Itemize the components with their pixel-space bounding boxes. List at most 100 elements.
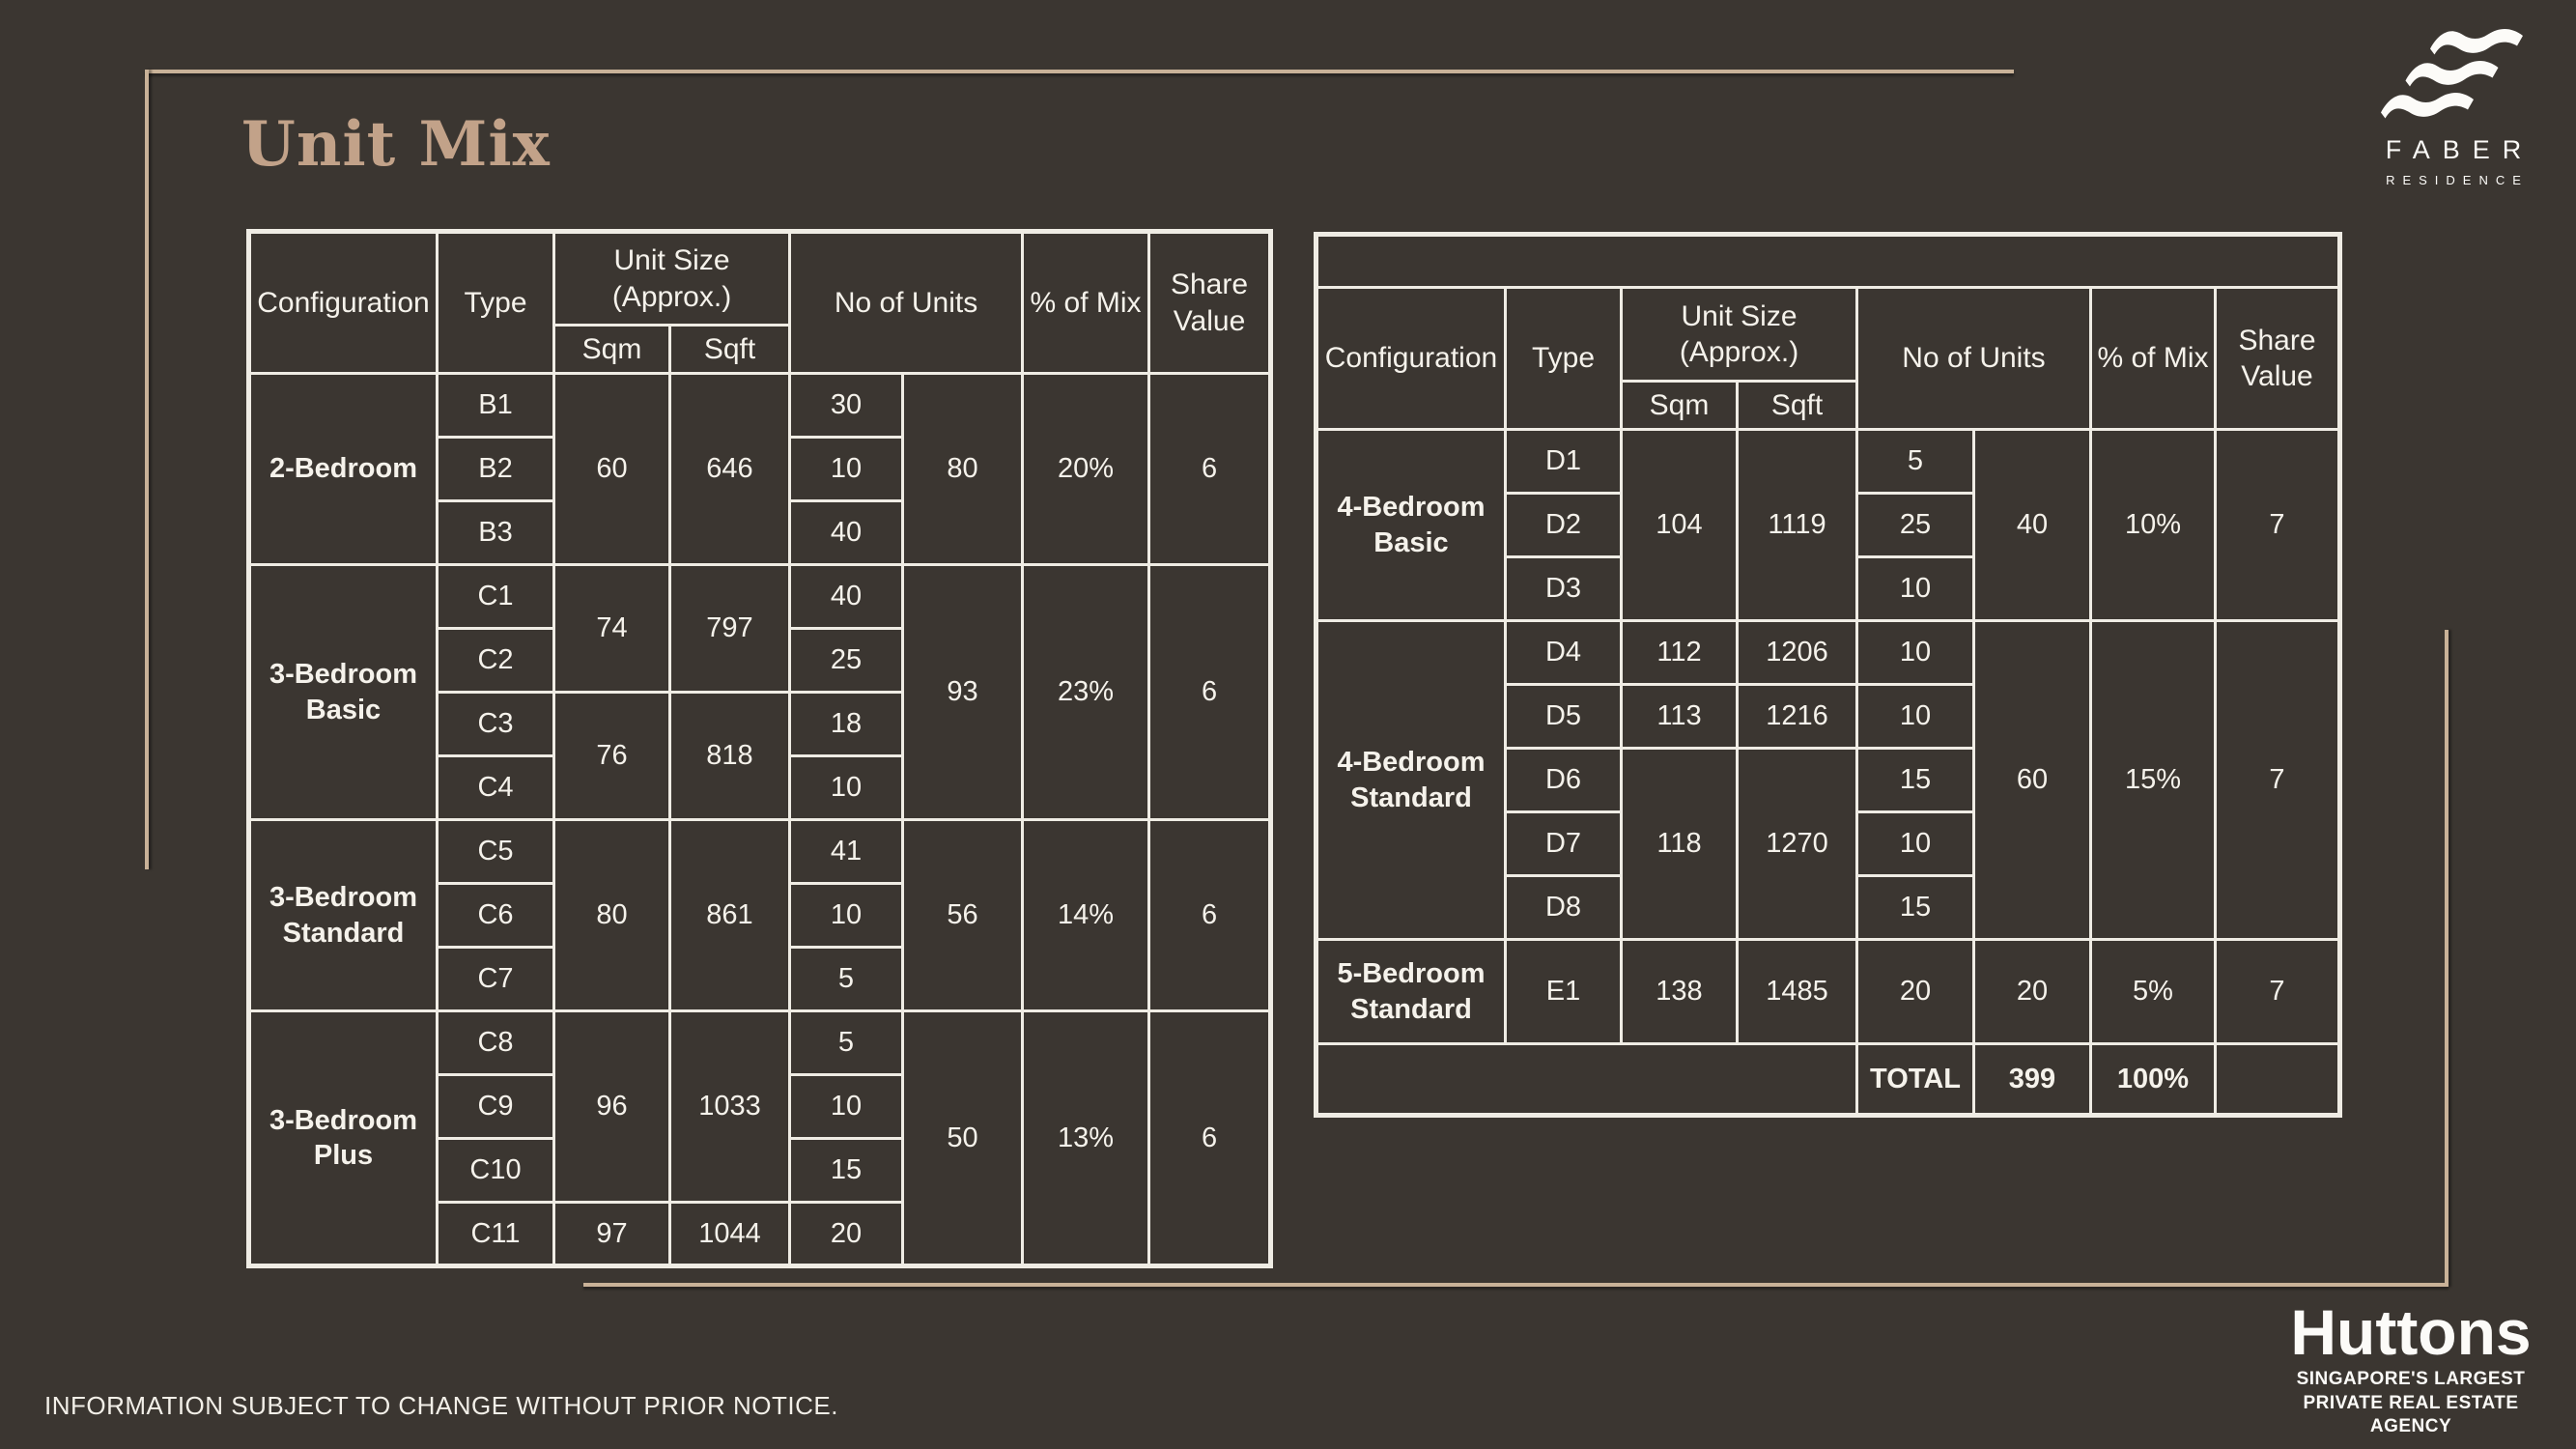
- share-cell: 7: [2214, 619, 2341, 941]
- sqft-cell: 646: [668, 372, 791, 566]
- type-cell: D1: [1504, 428, 1623, 495]
- spacer-cell: [1315, 233, 2341, 289]
- table-row: C10 15: [249, 1137, 1271, 1204]
- table-row: C9 10: [249, 1073, 1271, 1140]
- type-cell: B1: [436, 372, 555, 439]
- table-row: 4-Bedroom Basic D1 104 1119 5 40 10% 7: [1315, 428, 2341, 622]
- units-cell: 40: [788, 499, 904, 566]
- sqm-cell: 96: [552, 1009, 671, 1204]
- table-row: D8 15: [1316, 874, 2340, 941]
- sqm-cell: 80: [552, 818, 671, 1012]
- config-cell: 3-Bedroom Plus: [247, 1009, 439, 1267]
- table-row: 3-Bedroom Basic C1 74 797 40 93 23% 6: [247, 563, 1273, 821]
- type-cell: C2: [436, 627, 555, 694]
- units-cell: 5: [788, 946, 904, 1012]
- units-cell: 15: [1855, 747, 1975, 813]
- units-total-cell: 80: [900, 372, 1025, 566]
- total-share-cell: [2214, 1042, 2341, 1117]
- type-cell: C7: [436, 946, 555, 1012]
- pct-cell: 14%: [1021, 818, 1151, 1012]
- units-cell: 10: [788, 436, 904, 502]
- units-cell: 15: [1855, 874, 1975, 941]
- sqm-cell: 97: [552, 1201, 671, 1267]
- table-header-row: Configuration Type Unit Size (Approx.) N…: [247, 230, 1273, 375]
- huttons-tagline-1: SINGAPORE'S LARGEST: [2296, 1369, 2526, 1389]
- type-cell: C5: [436, 818, 555, 885]
- type-cell: B2: [436, 436, 555, 502]
- header-no-of-units: No of Units: [787, 230, 1025, 375]
- type-cell: C3: [436, 691, 555, 757]
- table-row: B2 10: [249, 436, 1271, 502]
- sqft-cell: 1206: [1736, 619, 1858, 686]
- header-sqft: Sqft: [668, 324, 791, 375]
- header-type: Type: [436, 230, 555, 375]
- type-cell: C8: [436, 1009, 555, 1076]
- units-total-cell: 20: [1972, 938, 2092, 1045]
- units-cell: 10: [1855, 619, 1975, 686]
- header-share-value: Share Value: [1147, 230, 1273, 375]
- page-title: Unit Mix: [241, 108, 551, 181]
- header-no-of-units: No of Units: [1855, 286, 2092, 431]
- waves-icon: [2381, 29, 2523, 119]
- sqm-cell: 60: [552, 372, 671, 566]
- table-row: C6 10: [249, 882, 1271, 949]
- table-row: D2 25: [1316, 492, 2340, 558]
- total-row-spacer: [1315, 1042, 1858, 1117]
- sqft-cell: 1485: [1736, 938, 1858, 1045]
- faber-residence-logo: FABER RESIDENCE: [2352, 27, 2555, 187]
- share-cell: 6: [1147, 372, 1273, 566]
- accent-line-bottom: [583, 1283, 2449, 1287]
- config-cell: 4-Bedroom Basic: [1315, 428, 1507, 622]
- units-cell: 18: [788, 691, 904, 757]
- table-row: B3 40: [249, 499, 1271, 566]
- share-cell: 6: [1147, 563, 1273, 821]
- type-cell: C6: [436, 882, 555, 949]
- units-cell: 10: [788, 754, 904, 821]
- units-cell: 10: [1855, 555, 1975, 622]
- units-cell: 41: [788, 818, 904, 885]
- units-cell: 10: [1855, 683, 1975, 750]
- table-row: 2-Bedroom B1 60 646 30 80 20% 6: [247, 372, 1273, 566]
- header-sqft: Sqft: [1736, 380, 1858, 431]
- table-subheader-row: Sqm Sqft: [249, 324, 1271, 375]
- sqft-cell: 1119: [1736, 428, 1858, 622]
- units-cell: 5: [1855, 428, 1975, 495]
- table-spacer-row: [1315, 233, 2341, 289]
- units-total-cell: 56: [900, 818, 1025, 1012]
- share-cell: 7: [2214, 938, 2341, 1045]
- units-total-cell: 50: [900, 1009, 1025, 1267]
- sqft-cell: 818: [668, 691, 791, 821]
- header-sqm: Sqm: [1620, 380, 1739, 431]
- table-row: 3-Bedroom Plus C8 96 1033 5 50 13% 6: [247, 1009, 1273, 1267]
- type-cell: D2: [1504, 492, 1623, 558]
- pct-cell: 23%: [1021, 563, 1151, 821]
- sqm-cell: 118: [1620, 747, 1739, 941]
- units-cell: 30: [788, 372, 904, 439]
- header-pct-of-mix: % of Mix: [2089, 286, 2217, 431]
- header-configuration: Configuration: [1315, 286, 1507, 431]
- units-total-cell: 60: [1972, 619, 2092, 941]
- header-unit-size: Unit Size (Approx.): [1620, 286, 1858, 383]
- sqft-cell: 1270: [1736, 747, 1858, 941]
- units-cell: 40: [788, 563, 904, 630]
- unit-mix-table-left: Configuration Type Unit Size (Approx.) N…: [246, 229, 1274, 1268]
- units-cell: 5: [788, 1009, 904, 1076]
- sqm-cell: 113: [1620, 683, 1739, 750]
- total-units-cell: 399: [1972, 1042, 2092, 1117]
- sqft-cell: 797: [668, 563, 791, 694]
- pct-cell: 15%: [2089, 619, 2217, 941]
- table-total-row: TOTAL 399 100%: [1315, 1042, 2341, 1117]
- table-row: C7 5: [249, 946, 1271, 1012]
- pct-cell: 13%: [1021, 1009, 1151, 1267]
- type-cell: D4: [1504, 619, 1623, 686]
- table-row: C11 97 1044 20: [249, 1201, 1271, 1267]
- header-sqm: Sqm: [552, 324, 671, 375]
- accent-line-top: [145, 70, 2014, 73]
- unit-mix-table-right: Configuration Type Unit Size (Approx.) N…: [1314, 232, 2342, 1118]
- pct-cell: 20%: [1021, 372, 1151, 566]
- share-cell: 7: [2214, 428, 2341, 622]
- table-row: D7 10: [1316, 810, 2340, 877]
- pct-cell: 5%: [2089, 938, 2217, 1045]
- table-header-row: Configuration Type Unit Size (Approx.) N…: [1315, 286, 2341, 431]
- faber-subtitle: RESIDENCE: [2386, 173, 2529, 187]
